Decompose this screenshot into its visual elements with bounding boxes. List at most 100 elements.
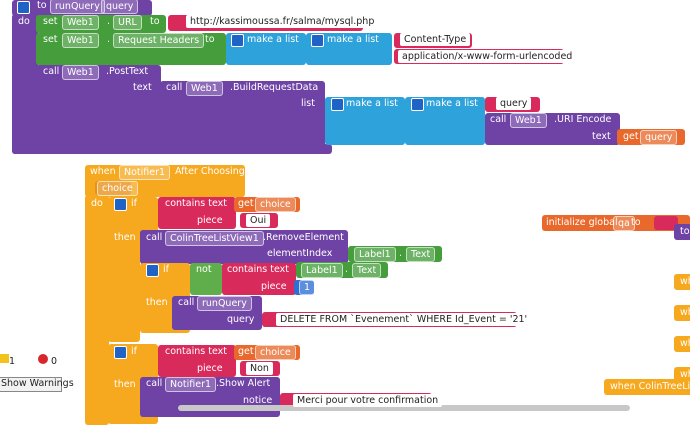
block-label: get (238, 346, 254, 357)
block-label[interactable]: Web1 (510, 113, 547, 128)
block-label: .URI Encode (554, 114, 612, 125)
block-label[interactable]: Request Headers (113, 33, 205, 48)
block-label: query (496, 97, 532, 110)
block-label[interactable]: Notifier1 (165, 377, 217, 392)
block-label[interactable]: Web1 (62, 33, 99, 48)
block-label[interactable]: Web1 (62, 15, 99, 30)
gear-icon[interactable] (114, 198, 127, 211)
block (12, 144, 332, 154)
block-label: wh (680, 369, 690, 380)
block-label[interactable]: qa (613, 216, 635, 231)
block-label: .Show Alert (216, 378, 271, 389)
gear-icon[interactable] (311, 34, 324, 47)
block (172, 296, 262, 330)
block-label[interactable]: Text (406, 247, 436, 262)
block (674, 336, 690, 352)
block-label: http://kassimoussa.fr/salma/mysql.php (186, 15, 379, 28)
block-label[interactable]: 1 (299, 280, 316, 295)
block-label[interactable]: choice (97, 181, 138, 196)
block (234, 197, 300, 212)
gear-icon[interactable] (331, 98, 344, 111)
gear-icon[interactable] (231, 34, 244, 47)
block-label: call (146, 232, 163, 243)
block (158, 345, 236, 377)
block-label[interactable]: Web1 (186, 81, 223, 96)
block-label: .PostText (106, 66, 149, 77)
block (674, 305, 690, 321)
block (190, 263, 222, 295)
block-label: to (631, 217, 641, 228)
block (158, 197, 236, 229)
block-label: if (163, 264, 169, 275)
block-label: query (227, 314, 255, 325)
block (485, 113, 620, 145)
block-label: . (345, 264, 349, 275)
block-label: get (238, 198, 254, 209)
block-label: make a list (247, 34, 299, 45)
block (12, 0, 152, 16)
block-label: then (146, 297, 168, 308)
block-label: 0 (51, 356, 58, 367)
block-label: wh (680, 307, 690, 318)
block-label: contains text (227, 264, 289, 275)
block-label[interactable]: URL (113, 15, 142, 30)
block-label[interactable]: Label1 (354, 247, 396, 262)
block-label: then (114, 232, 136, 243)
block (12, 14, 38, 154)
block-label: piece (261, 281, 287, 292)
block-label: notice (243, 395, 273, 406)
block (674, 274, 690, 290)
gear-icon[interactable] (146, 264, 159, 277)
block-label[interactable]: Text (352, 263, 382, 278)
block (85, 195, 109, 425)
scrollbar[interactable] (178, 405, 630, 411)
block-label: piece (197, 215, 223, 226)
block-label[interactable]: Label1 (301, 263, 343, 278)
block-label: Content-Type (400, 33, 471, 46)
block (617, 129, 685, 145)
block-label[interactable]: runQuery (197, 296, 252, 311)
block-label[interactable]: Notifier1 (119, 165, 171, 180)
block-label: list (301, 98, 315, 109)
block-label: elementIndex (267, 248, 333, 259)
block-label[interactable]: Web1 (62, 65, 99, 80)
show-warnings-button[interactable] (0, 377, 62, 392)
block-label: set (43, 16, 58, 27)
block-label: when (90, 166, 116, 177)
block-label: not (196, 264, 212, 275)
warning-icon[interactable] (0, 354, 9, 363)
block-label[interactable]: ColinTreeListView1 (165, 231, 264, 246)
block (654, 216, 678, 230)
block-label: set (43, 34, 58, 45)
block-label: text (133, 82, 152, 93)
block-label: .BuildRequestData (230, 82, 319, 93)
block-label: Non (246, 362, 273, 375)
block-label: to (680, 226, 690, 237)
block-label: call (43, 66, 60, 77)
gear-icon[interactable] (411, 98, 424, 111)
block-label: make a list (346, 98, 398, 109)
block-label[interactable]: choice (255, 345, 296, 360)
block (95, 181, 131, 195)
block-label[interactable]: query (640, 130, 678, 145)
block-label: get (623, 131, 639, 142)
error-icon[interactable] (38, 354, 48, 364)
block (36, 33, 226, 65)
block-label[interactable]: choice (255, 197, 296, 212)
block (108, 230, 140, 342)
block-label: if (131, 198, 137, 209)
block-label: piece (197, 363, 223, 374)
block-label[interactable]: query (101, 0, 139, 14)
gear-icon[interactable] (114, 346, 127, 359)
block-label: DELETE FROM `Evenement` WHERE Id_Event =… (276, 313, 532, 326)
block-label: to (150, 16, 160, 27)
block-label: Show Warnings (1, 378, 74, 389)
block-label: 1 (9, 356, 16, 367)
block-label: then (114, 379, 136, 390)
block-label: .RemoveElement (263, 232, 344, 243)
block-label[interactable]: runQuery (50, 0, 105, 14)
gear-icon[interactable] (17, 1, 30, 14)
block (234, 345, 300, 360)
block (36, 15, 166, 33)
